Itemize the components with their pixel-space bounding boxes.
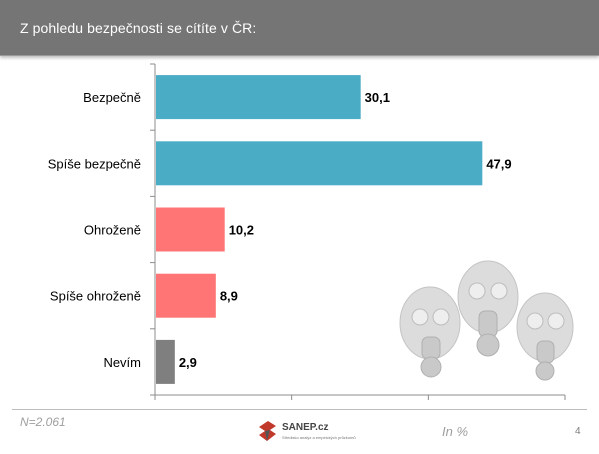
value-label: 47,9: [486, 156, 511, 171]
value-label: 10,2: [229, 223, 254, 238]
footer-divider: [12, 409, 587, 410]
bars: Bezpečně 30,1 Spíše bezpečně 47,9 Ohroženě 10…: [48, 63, 566, 400]
gas-masks-illustration: [399, 260, 574, 381]
value-label: 2,9: [179, 355, 197, 370]
slide-header: Z pohledu bezpečnosti se cítíte v ČR:: [0, 0, 599, 56]
unit-label: In %: [442, 424, 469, 439]
bar: [156, 207, 225, 252]
logo-text: SANEP.cz: [282, 422, 329, 433]
category-label: Nevím: [103, 355, 141, 370]
category-label: Spíše bezpečně: [48, 156, 141, 171]
bar: [156, 339, 175, 384]
logo-subtext: Středisko analýz a empirických průzkumů: [282, 435, 356, 440]
sanep-logo: SANEP.cz Středisko analýz a empirických …: [256, 419, 376, 445]
sanep-logo-icon: [259, 421, 276, 441]
bar: [156, 273, 216, 318]
bar: [156, 75, 361, 120]
value-label: 8,9: [220, 289, 238, 304]
page-number: 4: [575, 426, 581, 437]
category-label: Ohroženě: [84, 223, 141, 238]
category-label: Bezpečně: [83, 90, 141, 105]
slide-title: Z pohledu bezpečnosti se cítíte v ČR:: [20, 20, 257, 36]
category-label: Spíše ohroženě: [50, 289, 141, 304]
bar: [156, 141, 483, 186]
sample-size: N=2.061: [20, 415, 66, 429]
value-label: 30,1: [365, 90, 390, 105]
